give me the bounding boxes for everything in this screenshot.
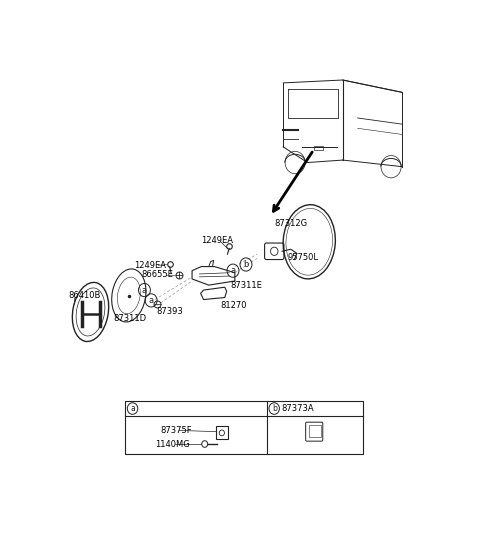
Text: 86410B: 86410B <box>68 291 100 300</box>
Text: 87312G: 87312G <box>274 219 307 228</box>
Text: 1249EA: 1249EA <box>202 236 233 245</box>
Text: 1140MG: 1140MG <box>155 440 190 449</box>
Text: 87373A: 87373A <box>281 404 313 413</box>
Text: b: b <box>272 404 276 413</box>
Text: b: b <box>243 260 249 269</box>
Text: 86655E: 86655E <box>141 270 173 279</box>
Text: 87311D: 87311D <box>113 314 146 323</box>
Text: 95750L: 95750L <box>288 253 319 262</box>
Text: 81270: 81270 <box>220 301 246 310</box>
Text: a: a <box>130 404 135 413</box>
Text: a: a <box>230 266 236 275</box>
Text: 1249EA: 1249EA <box>134 261 167 270</box>
Text: 87393: 87393 <box>156 308 183 316</box>
Text: a: a <box>142 286 147 295</box>
Text: a: a <box>149 296 154 305</box>
Text: 87375F: 87375F <box>160 426 192 435</box>
Text: 87311E: 87311E <box>230 281 262 291</box>
